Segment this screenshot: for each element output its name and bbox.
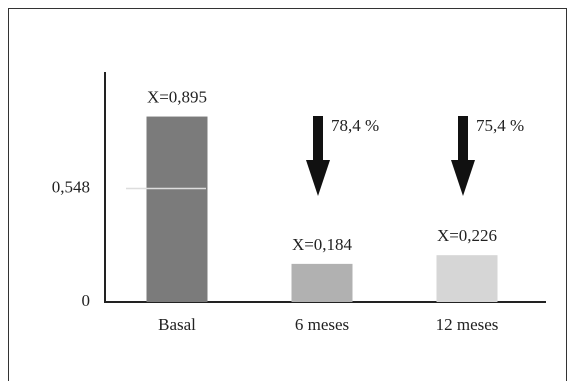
x-tick-label: 12 meses: [436, 315, 499, 334]
bar: [291, 263, 353, 302]
arrow: [306, 116, 330, 196]
value-label: X=0,184: [292, 235, 353, 254]
annotation: 75,4 %: [476, 116, 524, 135]
frame: [8, 8, 567, 381]
arrow: [451, 116, 475, 196]
x-tick-label: Basal: [158, 315, 196, 334]
bar: [146, 116, 208, 302]
value-label: X=0,226: [437, 226, 497, 245]
x-tick-label: 6 meses: [295, 315, 349, 334]
y-tick-label: 0,548: [52, 177, 90, 196]
value-label: X=0,895: [147, 87, 207, 106]
annotation: 78,4 %: [331, 116, 379, 135]
bar: [436, 255, 498, 302]
y-tick-label: 0: [82, 291, 91, 310]
